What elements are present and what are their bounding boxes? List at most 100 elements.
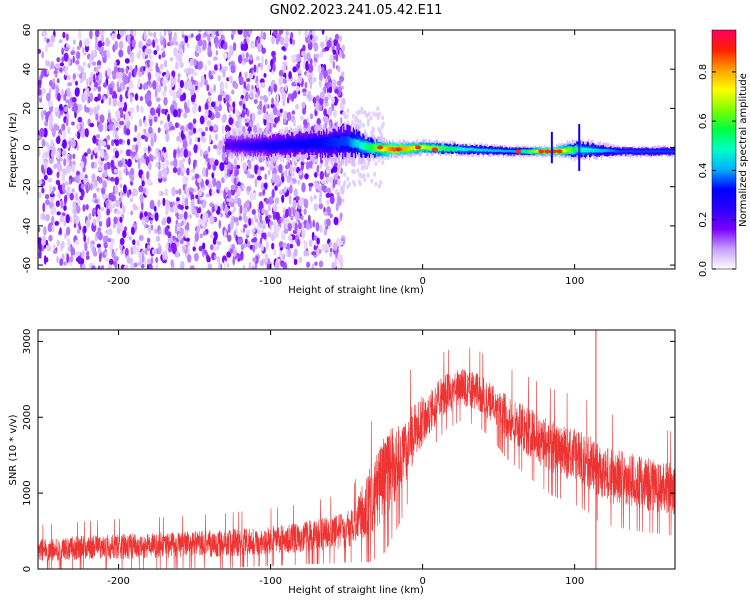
heatmap-cell bbox=[244, 71, 248, 79]
heatmap-cell bbox=[143, 211, 148, 217]
heatmap-cell bbox=[122, 248, 126, 255]
heatmap-cell bbox=[192, 79, 197, 85]
heatmap-cell bbox=[244, 91, 249, 102]
heatmap-cell bbox=[255, 55, 260, 61]
heatmap-cell bbox=[291, 81, 296, 87]
heatmap-cell bbox=[169, 205, 174, 213]
heatmap-cell bbox=[188, 156, 191, 166]
heatmap-cell bbox=[39, 127, 45, 138]
heatmap-cell bbox=[298, 30, 301, 36]
heatmap-cell bbox=[91, 52, 95, 61]
heatmap-cell bbox=[114, 150, 119, 159]
heatmap-cell bbox=[95, 66, 99, 74]
heatmap-cell bbox=[381, 160, 385, 166]
heatmap-cell bbox=[268, 169, 271, 176]
heatmap-cell bbox=[158, 54, 162, 60]
heatmap-cell bbox=[97, 86, 101, 92]
heatmap-cell bbox=[282, 207, 286, 216]
heatmap-cell bbox=[97, 227, 101, 237]
heatmap-cell bbox=[108, 258, 114, 265]
heatmap-cell bbox=[194, 252, 199, 262]
heatmap-cell bbox=[48, 184, 53, 194]
heatmap-cell bbox=[133, 262, 138, 268]
heatmap-cell bbox=[293, 248, 298, 257]
heatmap-cell bbox=[90, 71, 94, 78]
heatmap-cell bbox=[78, 30, 82, 40]
heatmap-cell bbox=[292, 177, 297, 184]
spectrogram-heatmap bbox=[38, 30, 675, 269]
heatmap-cell bbox=[65, 226, 71, 236]
heatmap-cell bbox=[173, 109, 178, 118]
heatmap-cell bbox=[264, 173, 268, 180]
heatmap-cell bbox=[199, 148, 203, 158]
heatmap-cell bbox=[229, 60, 235, 66]
heatmap-cell bbox=[117, 101, 122, 107]
heatmap-cell bbox=[113, 256, 119, 262]
y-tick-label: 0 bbox=[22, 566, 33, 572]
heatmap-cell bbox=[243, 57, 249, 63]
heatmap-cell bbox=[51, 145, 56, 156]
heatmap-cell bbox=[172, 91, 177, 101]
heatmap-cell bbox=[173, 31, 177, 42]
heatmap-cell bbox=[224, 41, 227, 47]
heatmap-cell bbox=[89, 122, 95, 128]
heatmap-cell bbox=[194, 173, 200, 179]
heatmap-cell bbox=[88, 212, 92, 221]
heatmap-cell bbox=[199, 115, 205, 125]
heatmap-cell bbox=[209, 157, 215, 166]
heatmap-cell bbox=[61, 149, 67, 157]
heatmap-cell bbox=[369, 115, 373, 121]
heatmap-cell bbox=[257, 110, 262, 116]
heatmap-cell bbox=[353, 169, 356, 175]
heatmap-cell bbox=[82, 93, 88, 102]
heatmap-cell bbox=[268, 163, 274, 170]
heatmap-cell bbox=[192, 105, 197, 114]
heatmap-cell bbox=[316, 164, 320, 174]
heatmap-cell bbox=[209, 125, 214, 132]
heatmap-cell bbox=[217, 256, 221, 263]
heatmap-cell bbox=[72, 73, 77, 80]
heatmap-cell bbox=[182, 34, 185, 39]
heatmap-cell bbox=[267, 64, 272, 70]
heatmap-cell bbox=[104, 122, 108, 132]
heatmap-cell bbox=[119, 120, 125, 126]
heatmap-cell bbox=[282, 253, 286, 261]
heatmap-cell bbox=[290, 32, 294, 39]
heatmap-cell bbox=[123, 265, 129, 269]
heatmap-cell bbox=[104, 251, 108, 256]
heatmap-cell bbox=[164, 249, 168, 260]
heatmap-cell bbox=[292, 199, 297, 209]
heatmap-cell bbox=[72, 55, 75, 64]
heatmap-cell bbox=[178, 159, 183, 169]
heatmap-cell bbox=[314, 180, 320, 190]
heatmap-cell bbox=[155, 97, 161, 102]
heatmap-cell bbox=[147, 71, 152, 81]
heatmap-cell bbox=[71, 121, 75, 126]
heatmap-cell bbox=[339, 240, 343, 246]
heatmap-cell bbox=[274, 185, 278, 191]
heatmap-cell bbox=[211, 207, 216, 212]
heatmap-cell bbox=[228, 75, 233, 82]
heatmap-cell bbox=[190, 168, 195, 173]
heatmap-cell bbox=[334, 258, 337, 268]
heatmap-cell bbox=[282, 216, 286, 225]
heatmap-cell bbox=[300, 215, 304, 221]
heatmap-cell bbox=[180, 147, 184, 154]
heatmap-cell bbox=[360, 165, 364, 171]
heatmap-cell bbox=[98, 72, 103, 81]
heatmap-cell bbox=[325, 192, 331, 198]
heatmap-cell bbox=[286, 175, 292, 184]
heatmap-cell bbox=[134, 93, 139, 101]
heatmap-cell bbox=[217, 63, 221, 70]
heatmap-cell bbox=[138, 118, 143, 127]
heatmap-cell bbox=[201, 167, 206, 177]
heatmap-cell bbox=[324, 249, 329, 253]
heatmap-cell bbox=[290, 92, 295, 102]
heatmap-cell bbox=[118, 71, 123, 79]
heatmap-cell bbox=[311, 263, 315, 269]
heatmap-cell bbox=[276, 258, 281, 263]
heatmap-cell bbox=[139, 157, 143, 164]
heatmap-cell bbox=[252, 244, 256, 253]
heatmap-cell bbox=[339, 49, 342, 59]
heatmap-cell bbox=[59, 67, 63, 72]
